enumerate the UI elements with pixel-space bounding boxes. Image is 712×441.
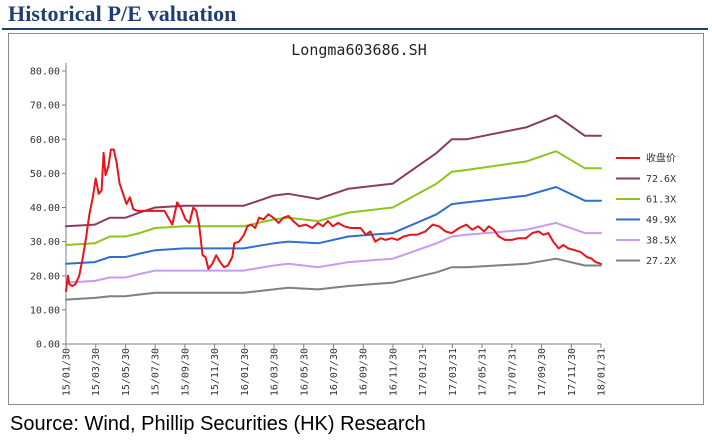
- series-line-price: [65, 148, 602, 293]
- x-tick-label: 16/03/30: [270, 348, 281, 396]
- x-tick-label: 15/11/30: [210, 348, 221, 396]
- x-tick-label: 15/03/30: [91, 348, 102, 396]
- y-tick-label: 40.00: [30, 203, 60, 214]
- x-tick-label: 16/11/30: [388, 348, 399, 396]
- y-tick-label: 80.00: [30, 67, 60, 78]
- y-tick-label: 60.00: [30, 135, 60, 146]
- x-tick-label: 16/07/30: [329, 348, 340, 396]
- x-tick-label: 16/01/30: [240, 348, 251, 396]
- title-rule: [2, 28, 708, 30]
- legend-label: 收盘价: [646, 152, 676, 165]
- x-tick-label: 16/09/30: [359, 348, 370, 396]
- x-tick-label: 16/05/30: [299, 348, 310, 396]
- x-tick-label: 15/07/30: [151, 348, 162, 396]
- y-tick-label: 10.00: [30, 305, 60, 316]
- x-tick-label: 17/05/31: [478, 348, 489, 396]
- series-line-band-5: [65, 257, 602, 301]
- y-axis-ticks: 0.00 10.00 20.00 30.00 40.00 50.00 60.00 70.00 8…: [30, 67, 66, 351]
- y-tick-label: 20.00: [30, 271, 60, 282]
- legend-label: 72.6X: [646, 174, 676, 185]
- x-tick-label: 17/07/31: [507, 348, 518, 396]
- y-tick-label: 30.00: [30, 237, 60, 248]
- series-line-band-4: [65, 221, 602, 284]
- legend-label: 49.9X: [646, 215, 676, 226]
- legend-label: 61.3X: [646, 195, 676, 206]
- y-tick-label: 70.00: [30, 101, 60, 112]
- x-tick-label: 15/01/30: [62, 348, 73, 396]
- x-tick-label: 18/01/31: [597, 348, 608, 396]
- x-tick-label: 15/05/30: [121, 348, 132, 396]
- y-tick-label: 50.00: [30, 169, 60, 180]
- x-tick-label: 17/09/30: [537, 348, 548, 396]
- legend-label: 38.5X: [646, 236, 676, 247]
- x-tick-label: 17/01/31: [418, 348, 429, 396]
- series-layer: [65, 114, 602, 301]
- page-title: Historical P/E valuation: [8, 1, 237, 26]
- chart-frame: Longma603686.SH 0.00 10.00 20.00 30.00 40.00…: [8, 33, 704, 405]
- source-note: Source: Wind, Phillip Securities (HK) Re…: [10, 413, 426, 435]
- x-tick-label: 15/09/30: [180, 348, 191, 396]
- legend-label: 27.2X: [646, 256, 676, 267]
- series-line-band-2: [65, 150, 602, 246]
- series-line-band-1: [65, 114, 602, 228]
- legend: 收盘价 72.6X 61.3X 49.9X 38.5X 27.2X: [616, 152, 676, 267]
- pe-band-chart: Longma603686.SH 0.00 10.00 20.00 30.00 40.00…: [30, 41, 676, 396]
- series-line-band-3: [65, 186, 602, 265]
- x-tick-label: 17/03/31: [448, 348, 459, 396]
- x-tick-label: 17/11/30: [567, 348, 578, 396]
- y-tick-label: 0.00: [36, 340, 60, 351]
- x-axis-ticks: 15/01/30 15/03/30 15/05/30 15/07/30 15/09/30…: [62, 344, 608, 396]
- chart-title: Longma603686.SH: [291, 41, 426, 59]
